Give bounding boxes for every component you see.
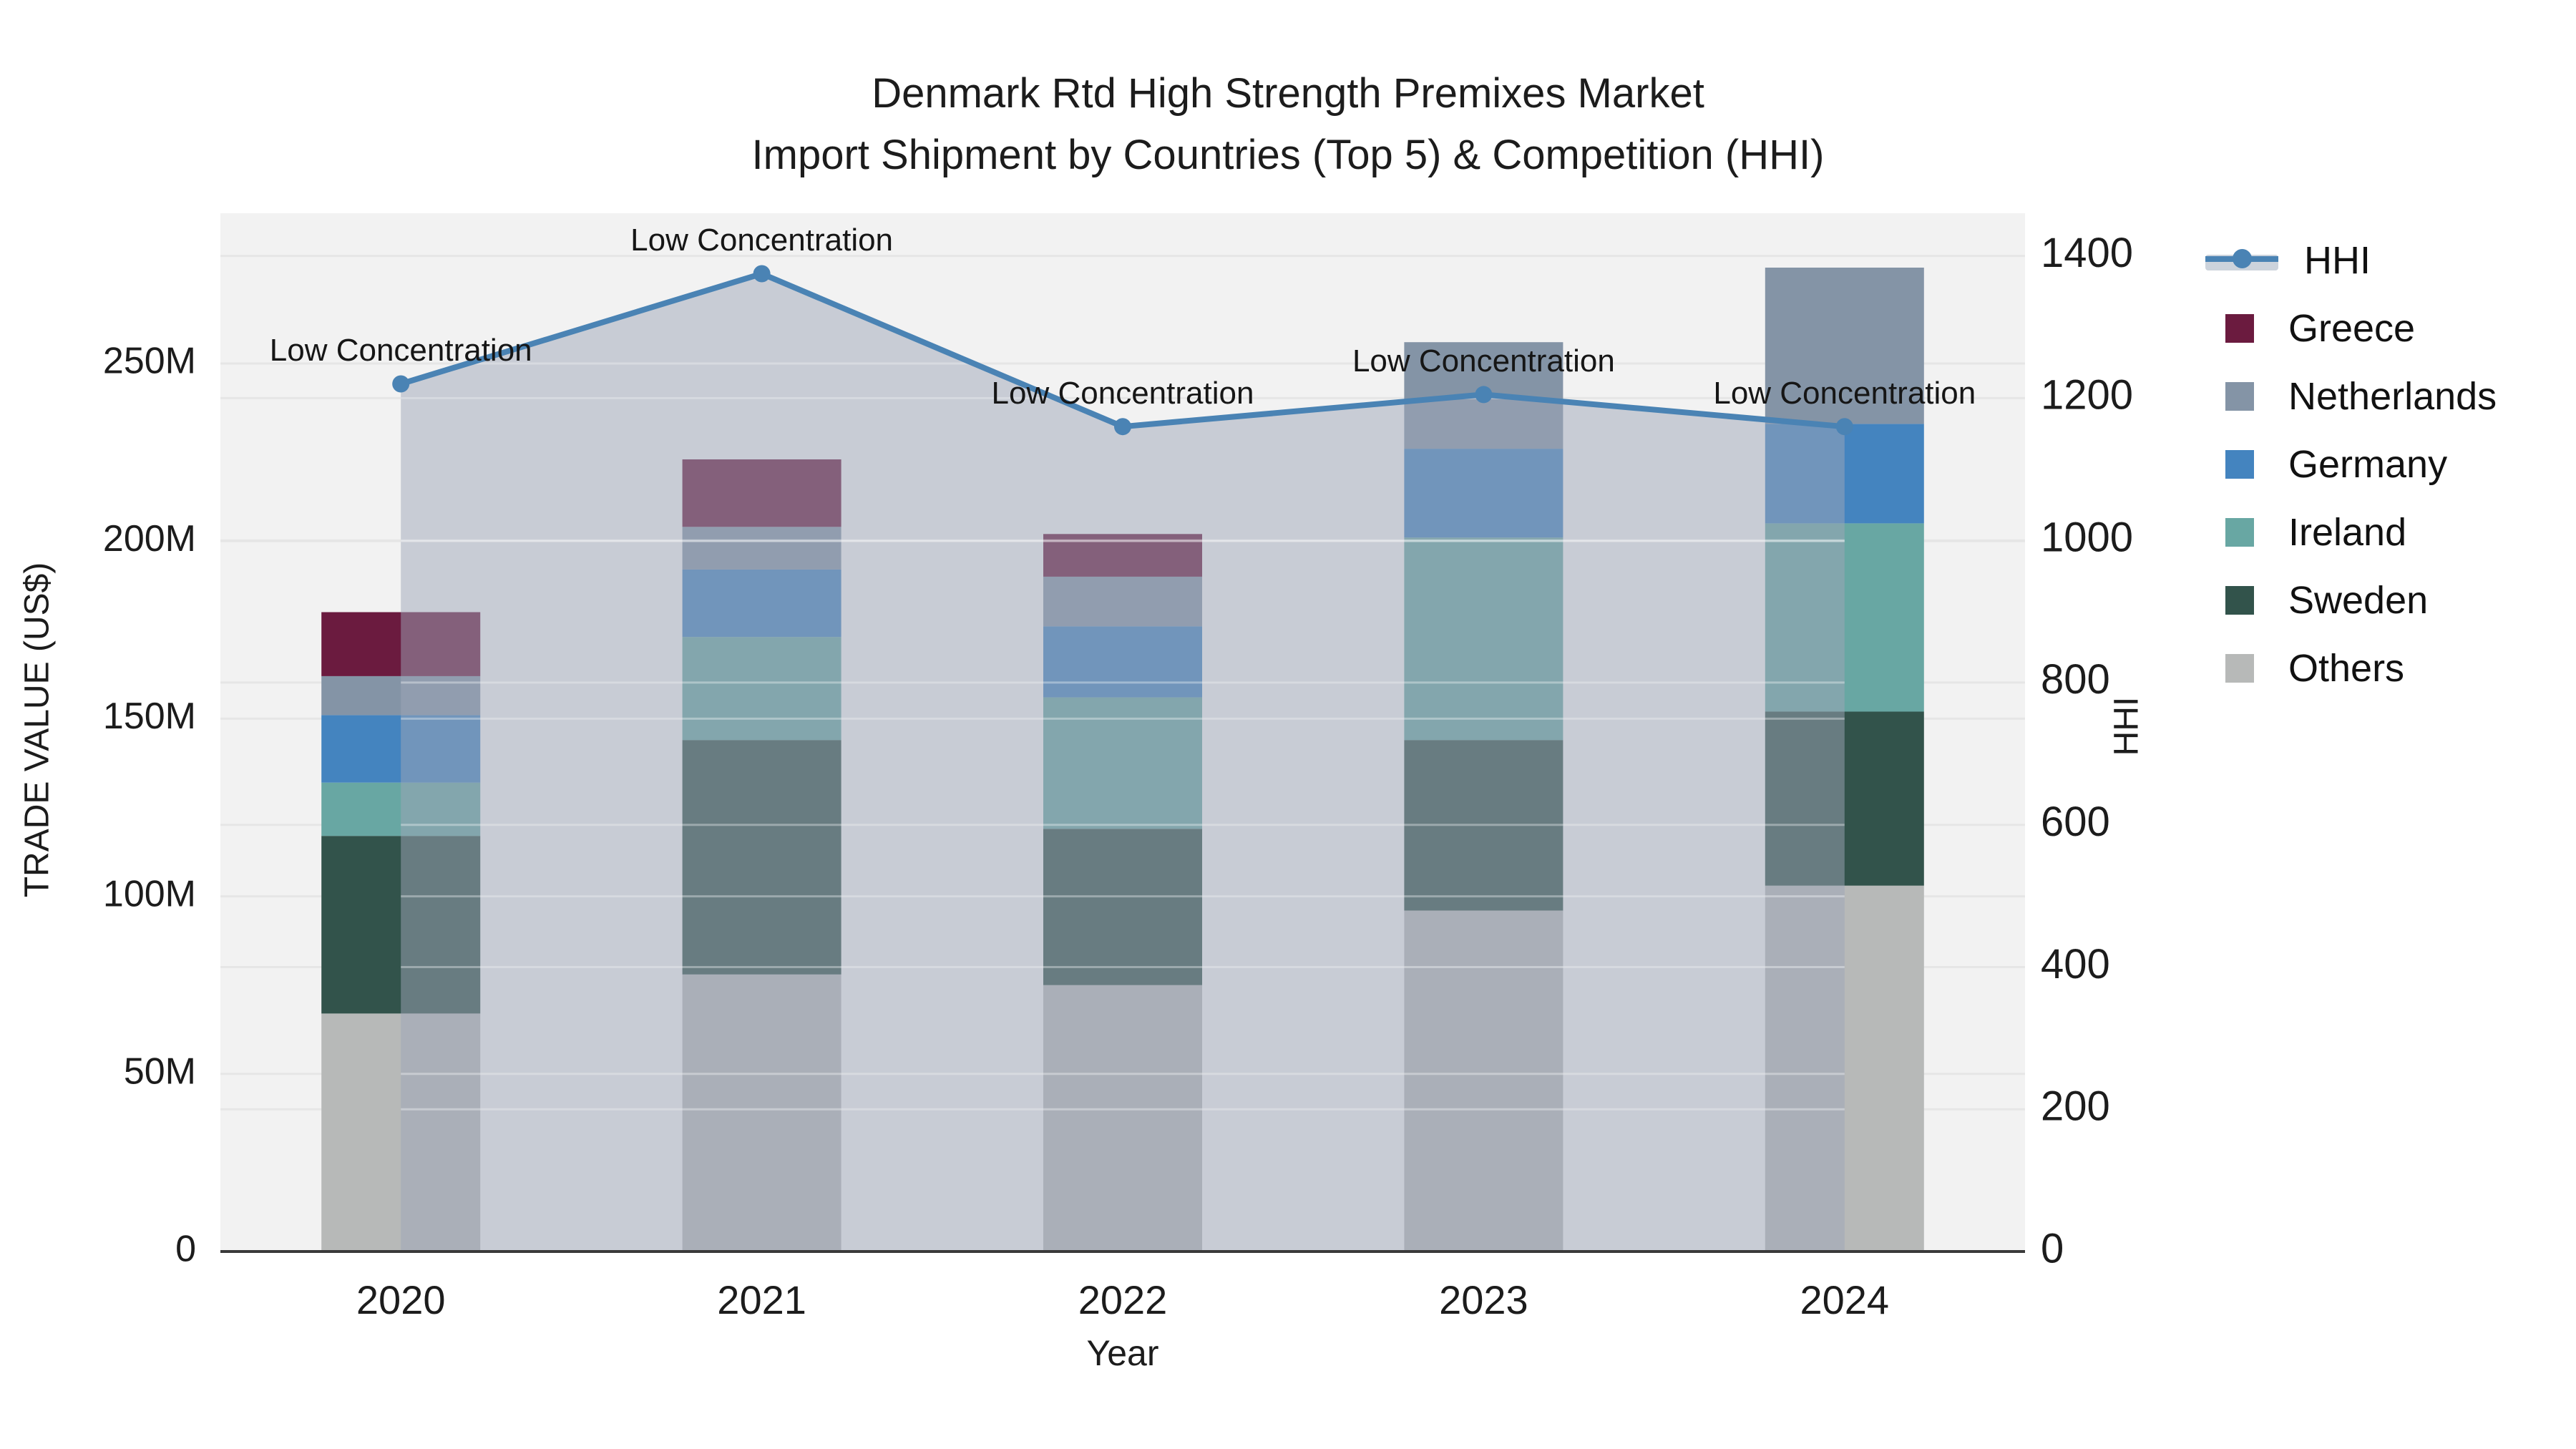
x-tick-label: 2023: [1439, 1277, 1528, 1322]
bar-segment-netherlands-2024[interactable]: [1765, 268, 1924, 424]
hhi-point-2020[interactable]: [392, 375, 410, 393]
legend-label: Greece: [2288, 306, 2416, 350]
legend-item-greece[interactable]: Greece: [2205, 294, 2497, 362]
y-right-tick-label: 1400: [2041, 230, 2133, 276]
legend-item-hhi[interactable]: HHI: [2205, 226, 2497, 294]
legend-swatch-icon: [2225, 517, 2254, 547]
legend-item-germany[interactable]: Germany: [2205, 430, 2497, 498]
x-tick-label: 2021: [717, 1277, 806, 1322]
hhi-point-2021[interactable]: [753, 265, 771, 283]
legend: HHI Greece Netherlands Germany Ireland S…: [2205, 226, 2497, 702]
legend-label: Germany: [2288, 442, 2448, 486]
hhi-point-2024[interactable]: [1835, 418, 1853, 436]
annotation-label: Low Concentration: [1713, 376, 1976, 411]
hhi-legend-symbol: [2205, 246, 2278, 275]
hhi-point-2023[interactable]: [1475, 386, 1493, 404]
x-tick-label: 2024: [1800, 1277, 1890, 1322]
x-tick-label: 2022: [1078, 1277, 1168, 1322]
annotation-label: Low Concentration: [1352, 343, 1615, 379]
y-right-tick-label: 200: [2041, 1083, 2110, 1130]
y-left-tick-label: 50M: [124, 1051, 196, 1093]
chart-title-line2: Import Shipment by Countries (Top 5) & C…: [751, 132, 1825, 178]
legend-item-netherlands[interactable]: Netherlands: [2205, 362, 2497, 430]
y-right-tick-label: 600: [2041, 799, 2110, 845]
y-left-tick-label: 250M: [103, 341, 196, 382]
legend-label: Netherlands: [2288, 374, 2497, 418]
y-left-tick-label: 100M: [103, 873, 196, 914]
y-left-tick-label: 150M: [103, 696, 196, 737]
legend-item-ireland[interactable]: Ireland: [2205, 498, 2497, 566]
legend-label: Sweden: [2288, 578, 2429, 622]
hhi-point-2022[interactable]: [1114, 418, 1131, 436]
annotation-label: Low Concentration: [270, 333, 532, 368]
legend-label: Others: [2288, 646, 2405, 690]
y-right-tick-label: 1200: [2041, 372, 2133, 419]
annotation-label: Low Concentration: [630, 223, 893, 258]
legend-item-sweden[interactable]: Sweden: [2205, 566, 2497, 634]
legend-label: Ireland: [2288, 510, 2407, 554]
y-right-tick-label: 400: [2041, 941, 2110, 987]
legend-swatch-icon: [2225, 381, 2254, 411]
legend-swatch-icon: [2225, 449, 2254, 479]
x-axis-title: Year: [1086, 1333, 1159, 1373]
y-right-tick-label: 800: [2041, 656, 2110, 703]
y-right-tick-label: 1000: [2041, 514, 2133, 561]
y-right-tick-label: 0: [2041, 1225, 2064, 1272]
x-tick-label: 2020: [356, 1277, 446, 1322]
legend-swatch-icon: [2225, 653, 2254, 683]
legend-label: HHI: [2304, 238, 2371, 282]
legend-item-others[interactable]: Others: [2205, 634, 2497, 702]
y-left-tick-label: 200M: [103, 518, 196, 560]
legend-swatch-icon: [2225, 585, 2254, 615]
hhi-area-fill: [401, 273, 1845, 1252]
chart-title-line1: Denmark Rtd High Strength Premixes Marke…: [872, 70, 1704, 117]
chart-title: Denmark Rtd High Strength Premixes Marke…: [0, 63, 2576, 186]
y-left-tick-label: 0: [175, 1229, 196, 1270]
legend-swatch-icon: [2225, 313, 2254, 343]
annotation-label: Low Concentration: [992, 376, 1254, 411]
